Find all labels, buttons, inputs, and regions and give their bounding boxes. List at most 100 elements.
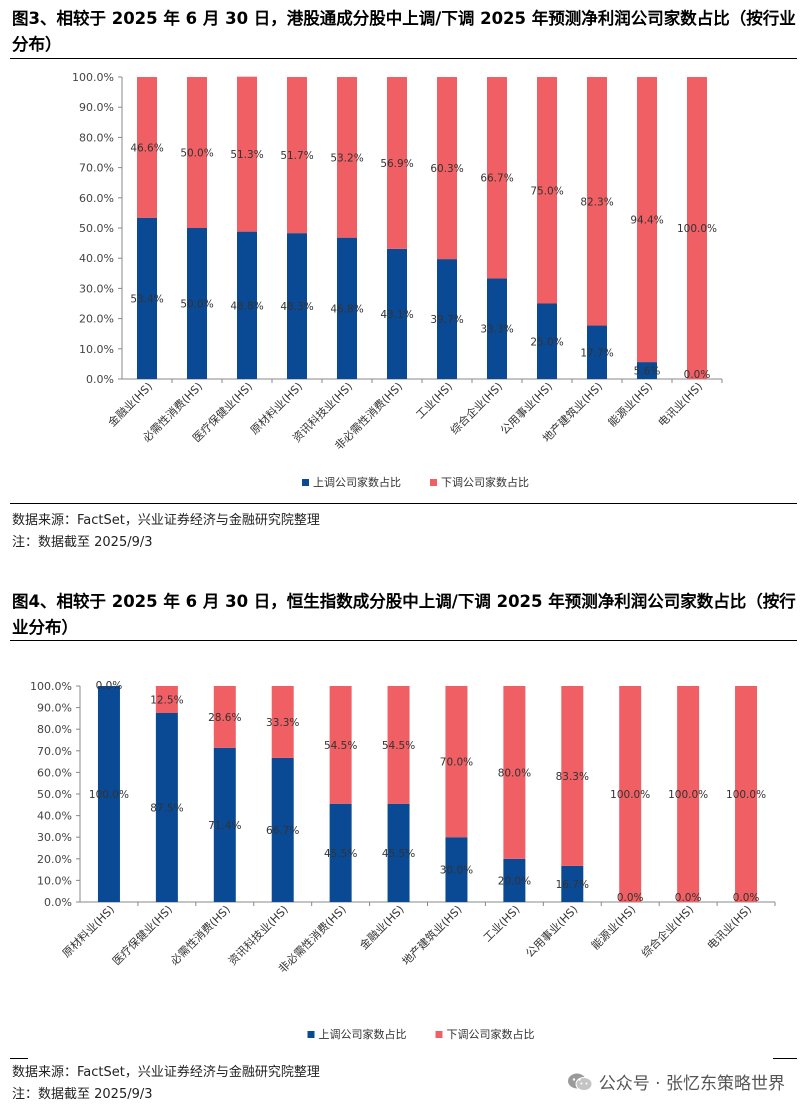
data-label-up: 46.8% [330, 303, 363, 315]
bar-up [387, 248, 407, 379]
data-label-down: 80.0% [498, 767, 531, 779]
y-tick-label: 10.0% [79, 343, 114, 356]
figure-3-chart: 0.0% 10.0% 20.0% 30.0% 40.0% 50.0% 60.0% 70.0% 8… [72, 71, 723, 489]
category-label: 金融业(HS) [357, 902, 407, 952]
watermark-text: 公众号 · 张忆东策略世界 [598, 1074, 785, 1094]
figure-4-top-rule [10, 640, 797, 641]
category-label: 工业(HS) [481, 903, 523, 945]
data-label-down: 51.7% [280, 150, 313, 162]
category-label: 医疗保健业(HS) [109, 902, 175, 968]
legend-swatch-up [307, 1031, 315, 1038]
y-tick-label: 70.0% [79, 162, 114, 175]
bar-down [487, 77, 507, 279]
bar-up [561, 865, 584, 902]
data-label-up: 39.7% [430, 314, 463, 326]
bar-down [155, 686, 178, 713]
legend-swatch-up [302, 479, 309, 486]
bar-down [137, 77, 157, 218]
figure-3-bottom-rule [10, 503, 797, 504]
data-label-down: 51.3% [230, 149, 263, 161]
bar-down [287, 77, 307, 234]
y-tick-label: 50.0% [79, 222, 114, 235]
figure-3-top-rule [10, 58, 797, 59]
y-tick-label: 60.0% [79, 192, 114, 205]
y-tick-label: 0.0% [86, 373, 114, 386]
category-label: 电讯业(HS) [656, 380, 705, 429]
bar-down [387, 77, 407, 249]
data-label-up: 17.7% [580, 347, 613, 359]
data-label-up: 0.0% [684, 369, 711, 381]
data-label-down: 100.0% [610, 789, 650, 801]
category-label: 能源业(HS) [605, 379, 655, 429]
y-tick-label: 60.0% [37, 766, 72, 779]
data-label-up: 16.7% [556, 879, 589, 891]
bar-up [537, 303, 557, 379]
data-label-up: 48.3% [280, 301, 313, 313]
watermark: 公众号 · 张忆东策略世界 [567, 1069, 785, 1094]
bar-up [155, 713, 178, 902]
data-label-down: 60.3% [430, 163, 463, 175]
y-tick-label: 30.0% [37, 831, 72, 844]
figure-4-source: 数据来源：FactSet，兴业证券经济与金融研究院整理 [12, 1065, 320, 1080]
bar-down [619, 686, 642, 902]
category-label: 必需性消费(HS) [167, 902, 233, 968]
bar-down [677, 686, 700, 902]
data-label-down: 50.0% [180, 148, 213, 160]
bar-up [271, 757, 294, 902]
data-label-up: 45.5% [324, 848, 357, 860]
y-tick-label: 90.0% [79, 101, 114, 114]
figure-4-bottom-rule-right [773, 1058, 797, 1059]
bar-up [187, 228, 207, 379]
y-tick-label: 40.0% [79, 252, 114, 265]
bar-down [387, 686, 410, 804]
bar-down [271, 686, 294, 758]
category-label: 综合企业(HS) [638, 902, 696, 960]
bar-down [735, 686, 758, 902]
y-tick-label: 100.0% [72, 71, 114, 84]
legend-label-down: 下调公司家数占比 [441, 475, 529, 489]
category-label: 原材料业(HS) [59, 902, 117, 960]
data-label-down: 83.3% [556, 771, 589, 783]
figure-3-note: 注：数据截至 2025/9/3 [12, 535, 153, 550]
data-label-up: 66.7% [266, 825, 299, 837]
y-tick-label: 40.0% [37, 810, 72, 823]
data-label-up: 71.4% [208, 820, 241, 832]
bar-down [587, 77, 607, 326]
bar-up [337, 237, 357, 379]
data-label-down: 100.0% [668, 789, 708, 801]
y-tick-label: 50.0% [37, 788, 72, 801]
bar-up [237, 231, 257, 379]
y-tick-label: 90.0% [37, 702, 72, 715]
data-label-up: 25.0% [530, 336, 563, 348]
data-label-up: 30.0% [440, 865, 473, 877]
bar-up [287, 233, 307, 379]
legend-label-up: 上调公司家数占比 [313, 475, 401, 489]
category-label: 电讯业(HS) [705, 903, 754, 952]
bar-down [687, 77, 707, 379]
y-tick-label: 20.0% [37, 853, 72, 866]
bar-down [213, 686, 236, 748]
data-label-down: 100.0% [726, 789, 766, 801]
category-label: 公用事业(HS) [523, 903, 580, 960]
bar-up [487, 278, 507, 379]
data-label-up: 48.8% [230, 300, 263, 312]
data-label-up: 43.1% [380, 309, 413, 321]
y-tick-label: 30.0% [79, 282, 114, 295]
bar-up [445, 837, 468, 902]
bar-down [187, 77, 207, 228]
bar-up [329, 803, 352, 902]
category-label: 工业(HS) [414, 380, 456, 422]
bar-up [213, 747, 236, 902]
category-label: 资讯科技业(HS) [225, 902, 291, 968]
figure-4-title: 图4、相较于 2025 年 6 月 30 日，恒生指数成分股中上调/下调 202… [12, 592, 796, 637]
bar-down [637, 77, 657, 363]
y-tick-label: 80.0% [79, 131, 114, 144]
figure-3-title: 图3、相较于 2025 年 6 月 30 日，港股通成分股中上调/下调 2025… [12, 9, 796, 54]
data-label-up: 20.0% [498, 875, 531, 887]
data-label-down: 75.0% [530, 185, 563, 197]
figure-4-chart: 0.0% 10.0% 20.0% 30.0% 40.0% 50.0% 60.0% 70.0% 8… [30, 680, 776, 1041]
bar-down [329, 686, 352, 804]
bar-up [587, 325, 607, 379]
data-label-up: 100.0% [89, 789, 129, 801]
bar-up [437, 259, 457, 379]
